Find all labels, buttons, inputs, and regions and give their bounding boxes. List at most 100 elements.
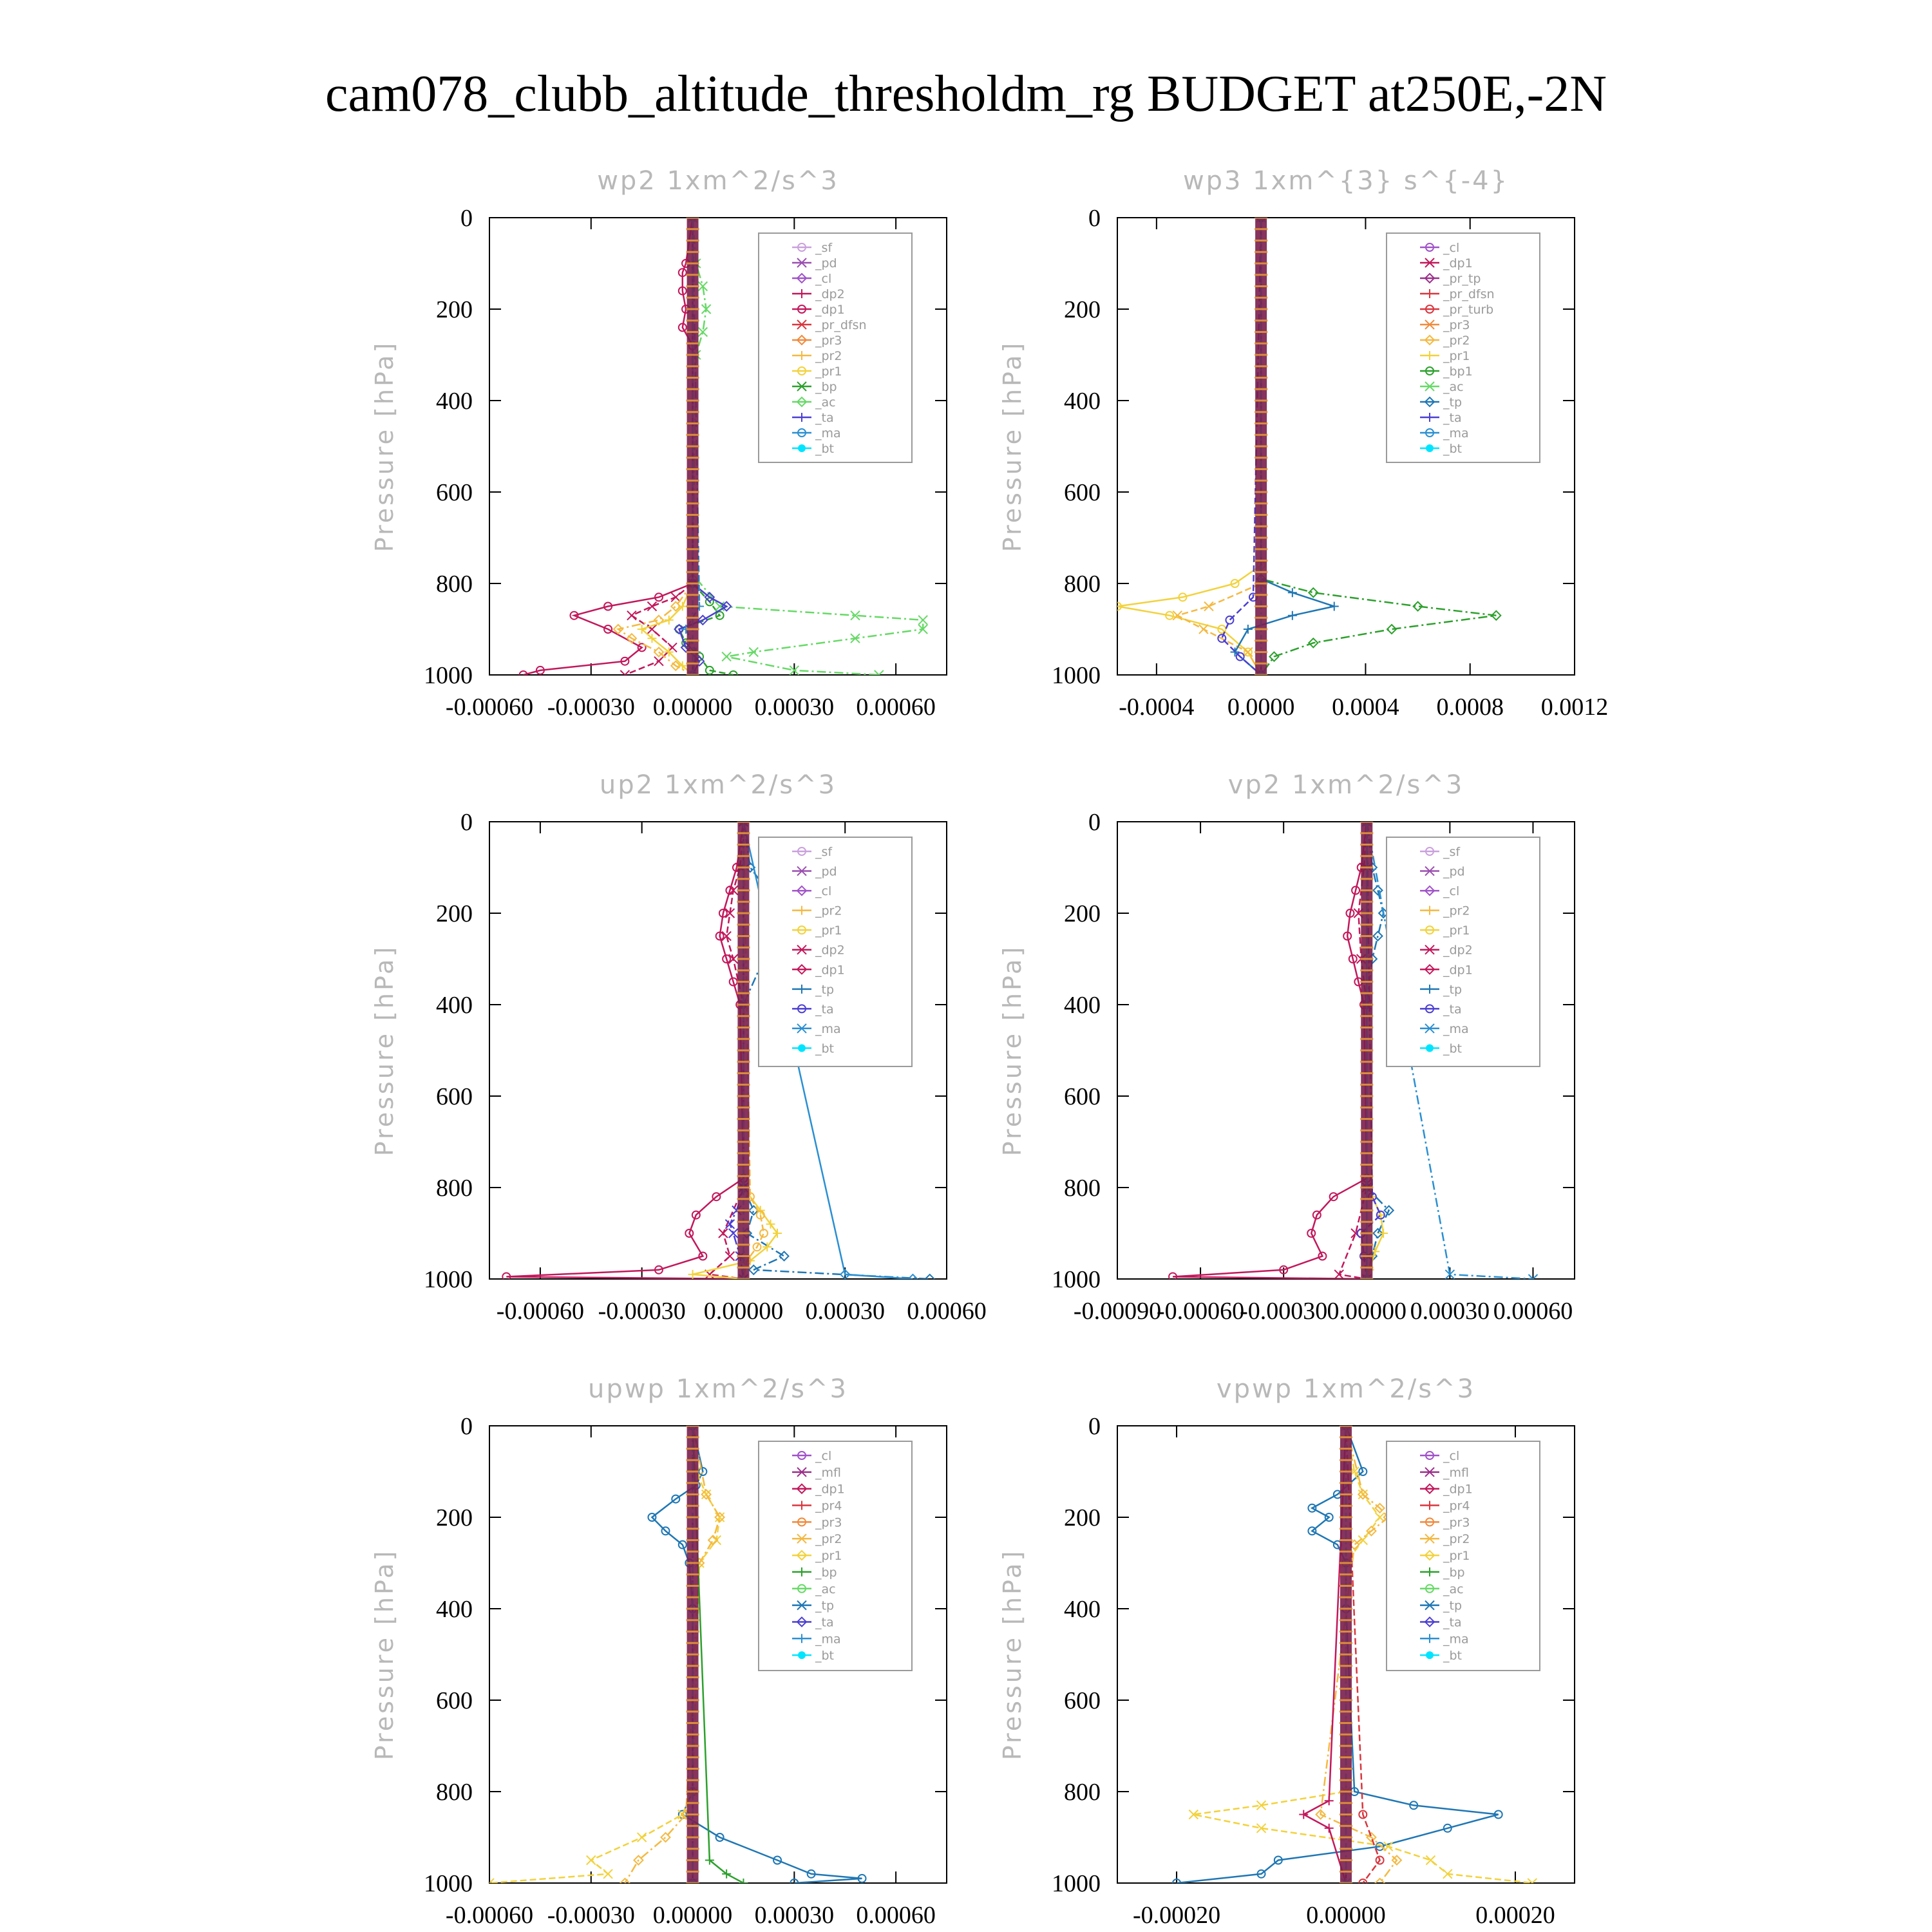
legend-item: _ac: [1420, 1582, 1464, 1596]
data-point-_ta: [797, 413, 806, 422]
data-point-_bp: [705, 1855, 714, 1865]
legend: _cl _mfl _dp1 _pr4 _pr3 _pr2 _pr1 _bp _ac _tp _ta _…: [758, 1441, 913, 1671]
data-point-_pr1: [1256, 1800, 1267, 1811]
legend-item: _tp: [1420, 395, 1462, 410]
data-point-_tp: [715, 1833, 724, 1842]
legend-label: _pd: [815, 256, 837, 270]
y-tick-label: 0: [460, 1413, 473, 1440]
y-tick-label: 600: [1064, 479, 1101, 506]
series-_pr1: [1117, 218, 1266, 675]
data-point-_bp1: [1412, 601, 1423, 612]
data-point-_ac: [1425, 381, 1435, 392]
x-tick-label: 0.00060: [1493, 1298, 1573, 1325]
legend-item: _cl: [1420, 241, 1459, 255]
legend: _sf _pd _cl _pr2 _pr1 _dp2 _dp1 _tp _ta _ma _bt: [1386, 837, 1540, 1067]
data-point-_pr1: [1230, 579, 1240, 588]
series-line-_pr2: [616, 218, 694, 675]
series-_pr2: [1172, 218, 1266, 675]
legend-item: _pr2: [1420, 1532, 1470, 1546]
data-point-_pr2: [1424, 334, 1435, 346]
legend-item: _ac: [792, 395, 836, 410]
legend-label: _ta: [815, 411, 834, 425]
data-point-_pd: [797, 866, 807, 876]
legend-item: _ta: [1420, 1615, 1462, 1629]
legend-label: _dp1: [815, 303, 845, 317]
data-point-_pr1: [603, 1869, 613, 1879]
data-point-_dp1: [670, 592, 681, 603]
data-point-_pr1: [664, 647, 674, 657]
data-point-_pr1: [1379, 1229, 1388, 1238]
data-point-_pr2: [759, 1229, 768, 1238]
y-axis-label: Pressure [hPa]: [998, 945, 1027, 1157]
data-point-_dp2: [1334, 1269, 1344, 1279]
legend-item: _bp: [1420, 1566, 1465, 1580]
data-point-_bp: [797, 381, 807, 392]
legend-label: _cl: [815, 1449, 831, 1463]
data-point-_pr2: [670, 660, 681, 672]
data-point-_cl: [796, 272, 808, 284]
series-_dp1: [620, 218, 698, 675]
legend-label: _pd: [815, 865, 837, 879]
legend: _sf _pd _cl _pr2 _pr1 _dp2 _dp1 _tp _ta _ma _bt: [758, 837, 913, 1067]
data-point-_ta: [796, 1616, 808, 1627]
legend-item: _ta: [792, 1615, 834, 1629]
legend-item: _ta: [1420, 411, 1462, 425]
series-group: [502, 822, 936, 1279]
data-point-_pr1: [714, 1512, 725, 1522]
data-point-_pr2: [653, 614, 665, 626]
data-point-_ma: [797, 1634, 806, 1643]
data-point-_dp2: [718, 1228, 728, 1238]
legend-item: _pr1: [1420, 349, 1470, 363]
legend-item: _ma: [1420, 426, 1469, 440]
legend-item: _tp: [792, 1599, 834, 1613]
series-line-_pr2: [624, 1426, 721, 1883]
x-tick-label: 0.00030: [805, 1298, 885, 1325]
legend-item: _pd: [792, 865, 837, 879]
data-point-_tp: [773, 1855, 782, 1865]
x-tick-label: 0.00000: [1306, 1902, 1386, 1929]
y-tick-label: 600: [436, 1687, 473, 1714]
legend-label: _bt: [1443, 1041, 1462, 1056]
x-tick-label: -0.00030: [598, 1298, 686, 1325]
legend-item: _pr_dfsn: [792, 318, 867, 332]
legend-item: _pr4: [1420, 1499, 1470, 1513]
legend-item: _dp1: [1420, 256, 1473, 270]
legend-item: _dp2: [1420, 943, 1473, 958]
legend-item: _dp1: [792, 963, 845, 977]
panel-title: upwp 1xm^2/s^3: [588, 1374, 848, 1404]
data-point-_pr1: [1527, 1878, 1537, 1883]
data-point-_dp2: [797, 945, 807, 955]
data-point-_dp2: [1425, 945, 1435, 955]
data-point-_dp2: [728, 954, 739, 964]
data-point-_pr2: [1374, 1877, 1386, 1883]
data-point-_ta: [1376, 1210, 1385, 1220]
legend-label: _dp1: [1443, 1482, 1473, 1497]
data-point-_pr2: [1243, 647, 1253, 658]
data-point-_dp1: [1318, 1251, 1327, 1261]
series-_tp: [1230, 218, 1339, 675]
data-point-_pr4: [1425, 1501, 1434, 1510]
legend-label: _mfl: [1443, 1466, 1469, 1480]
legend-item: _ta: [792, 411, 834, 425]
data-point-_tp: [1329, 601, 1339, 611]
series-group: [489, 1426, 867, 1883]
x-tick-label: 0.00060: [907, 1298, 987, 1325]
data-point-_pr2: [1391, 1855, 1403, 1866]
data-point-_bp1: [1425, 366, 1434, 375]
data-point-_pr1: [637, 625, 647, 634]
legend-label: _cl: [815, 884, 831, 898]
panel-6: vpwp 1xm^2/s^3 Pressure [hPa] 0 200 400 600 80…: [998, 1374, 1575, 1929]
legend-label: _pr_dfsn: [815, 318, 867, 332]
series-line-_tp: [1233, 218, 1338, 675]
data-point-_ta: [724, 1219, 735, 1229]
legend-label: _dp2: [1443, 943, 1473, 958]
legend-label: _ta: [1443, 1002, 1462, 1016]
legend-label: _pr2: [1443, 904, 1470, 918]
data-point-_dp1: [712, 1192, 721, 1202]
data-point-_dp1: [1324, 1796, 1334, 1806]
x-tick-label: 0.00000: [653, 1902, 733, 1929]
legend-label: _pr2: [1443, 1532, 1470, 1546]
data-point-_dp1: [654, 656, 664, 667]
data-point-_dp1: [1343, 931, 1352, 941]
legend-label: _dp1: [1443, 256, 1473, 270]
